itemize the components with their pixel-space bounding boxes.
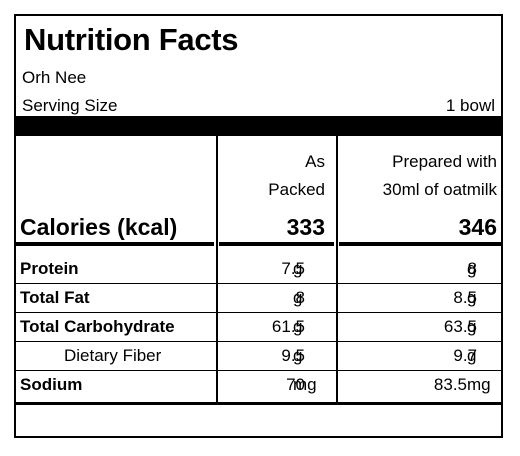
nutrient-name: Dietary Fiber xyxy=(64,346,162,365)
column-divider-left xyxy=(216,136,218,404)
row-divider xyxy=(16,312,501,313)
prepared-value: 9.7 xyxy=(453,346,477,365)
serving-size-label: Serving Size xyxy=(22,96,118,115)
prepared-header-line2: 30ml of oatmilk xyxy=(382,180,497,199)
prepared-unit: g xyxy=(467,317,477,336)
nutrient-name: Total Carbohydrate xyxy=(20,317,175,336)
prepared-value: 63.5 xyxy=(443,317,477,336)
nutrient-name: Sodium xyxy=(20,375,83,394)
prepared-value: 8.5 xyxy=(453,288,477,307)
label-title: Nutrition Facts xyxy=(24,22,239,57)
calories-underline-3 xyxy=(339,242,501,246)
nutrition-label: Nutrition Facts Orh Nee Serving Size 1 b… xyxy=(14,14,503,438)
calories-label: Calories (kcal) xyxy=(20,214,178,240)
prepared-unit: g xyxy=(467,346,477,365)
packed-unit: g xyxy=(293,346,303,365)
as-packed-header-line2: Packed xyxy=(268,180,325,199)
thick-divider xyxy=(16,116,501,136)
column-divider-right xyxy=(336,136,338,404)
packed-unit: g xyxy=(293,259,303,278)
product-name: Orh Nee xyxy=(22,68,87,87)
prepared-value: 8 xyxy=(467,259,477,278)
calories-prepared: 346 xyxy=(458,214,497,240)
bottom-divider xyxy=(16,402,501,405)
as-packed-header-line1: As xyxy=(305,152,325,171)
row-divider xyxy=(16,370,501,371)
packed-value: 70 xyxy=(286,375,305,394)
packed-value: 9.5 xyxy=(281,346,305,365)
calories-as-packed: 333 xyxy=(286,214,325,240)
calories-underline-1 xyxy=(16,242,214,246)
packed-unit: mg xyxy=(293,375,317,394)
serving-size-value: 1 bowl xyxy=(445,96,495,115)
prepared-unit: g xyxy=(467,288,477,307)
row-divider xyxy=(16,283,501,284)
row-divider xyxy=(16,341,501,342)
packed-unit: g xyxy=(293,288,303,307)
prepared-value: 83.5 xyxy=(433,375,467,394)
packed-value: 7.5 xyxy=(281,259,305,278)
prepared-unit: g xyxy=(467,259,477,278)
prepared-header-line1: Prepared with xyxy=(392,152,497,171)
prepared-unit: mg xyxy=(467,375,491,394)
nutrient-name: Protein xyxy=(20,259,79,278)
packed-value: 61.5 xyxy=(271,317,305,336)
nutrient-name: Total Fat xyxy=(20,288,90,307)
packed-unit: g xyxy=(293,317,303,336)
calories-underline-2 xyxy=(219,242,334,246)
packed-value: 8 xyxy=(295,288,305,307)
